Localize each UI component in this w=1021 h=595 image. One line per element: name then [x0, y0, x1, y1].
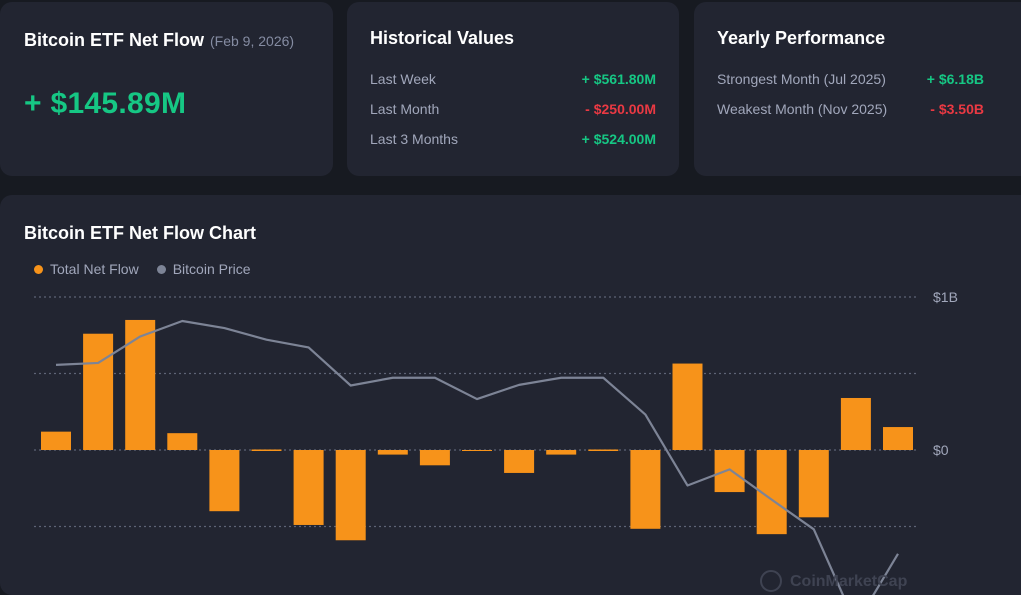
yearly-label: Strongest Month (Jul 2025): [717, 71, 886, 87]
netflow-value: + $145.89M: [24, 87, 187, 120]
historical-row-last-week: Last Week + $561.80M: [370, 71, 656, 87]
bar: [672, 363, 703, 450]
bar: [293, 450, 324, 525]
yearly-performance-card: Yearly Performance Strongest Month (Jul …: [694, 2, 1021, 176]
historical-label: Last 3 Months: [370, 131, 458, 147]
bar: [630, 450, 661, 529]
bar: [798, 450, 829, 518]
historical-values-card: Historical Values Last Week + $561.80M L…: [347, 2, 679, 176]
legend-label: Bitcoin Price: [172, 261, 251, 277]
bar: [883, 427, 913, 450]
legend-item-bitcoin-price[interactable]: Bitcoin Price: [156, 261, 251, 277]
bar: [83, 333, 114, 450]
historical-row-last-3-months: Last 3 Months + $524.00M: [370, 131, 656, 147]
bar: [419, 450, 450, 466]
legend-dot-gray: [156, 264, 166, 274]
historical-label: Last Month: [370, 101, 440, 117]
legend-dot-orange: [34, 264, 43, 274]
chart-title: Bitcoin ETF Net Flow Chart: [24, 223, 256, 243]
bar: [125, 319, 156, 450]
historical-value: - $250.00M: [585, 101, 656, 117]
yearly-value: - $3.50B: [930, 101, 984, 117]
netflow-chart: $1B $0 CoinMarketCap: [34, 289, 958, 595]
chart-legend: Total Net Flow Bitcoin Price: [34, 261, 251, 277]
bar: [546, 450, 577, 455]
bar: [462, 450, 492, 451]
netflow-card: Bitcoin ETF Net Flow (Feb 9, 2026) + $14…: [0, 2, 333, 176]
bar: [840, 397, 871, 450]
bar: [209, 450, 240, 512]
y-tick-label: $0: [933, 442, 949, 458]
bar: [377, 450, 408, 455]
y-tick-label: $1B: [933, 289, 958, 305]
historical-row-last-month: Last Month - $250.00M: [370, 101, 656, 117]
historical-title: Historical Values: [370, 28, 515, 48]
netflow-date: (Feb 9, 2026): [210, 33, 295, 49]
bar: [504, 450, 535, 473]
netflow-title: Bitcoin ETF Net Flow: [24, 30, 204, 50]
yearly-row-weakest: Weakest Month (Nov 2025) - $3.50B: [717, 101, 1011, 117]
bar: [41, 431, 71, 450]
chart-card: $1B $0 CoinMarketCap Bitcoin ETF Net Flow …: [0, 195, 1021, 595]
watermark-text: CoinMarketCap: [790, 573, 908, 590]
historical-value: + $524.00M: [581, 131, 656, 147]
yearly-row-strongest: Strongest Month (Jul 2025) + $6.18B: [717, 71, 1011, 87]
bar: [251, 449, 282, 451]
bar: [335, 450, 366, 541]
yearly-title: Yearly Performance: [717, 28, 886, 48]
legend-item-net-flow[interactable]: Total Net Flow: [34, 261, 139, 277]
bar: [714, 450, 745, 493]
yearly-label: Weakest Month (Nov 2025): [717, 101, 888, 117]
historical-value: + $561.80M: [581, 71, 656, 87]
legend-label: Total Net Flow: [50, 261, 139, 277]
historical-label: Last Week: [370, 71, 436, 87]
bar: [588, 449, 619, 451]
price-line: [55, 319, 899, 595]
watermark-logo-icon: [760, 570, 782, 592]
yearly-value: + $6.18B: [926, 71, 984, 87]
bar: [167, 433, 198, 450]
